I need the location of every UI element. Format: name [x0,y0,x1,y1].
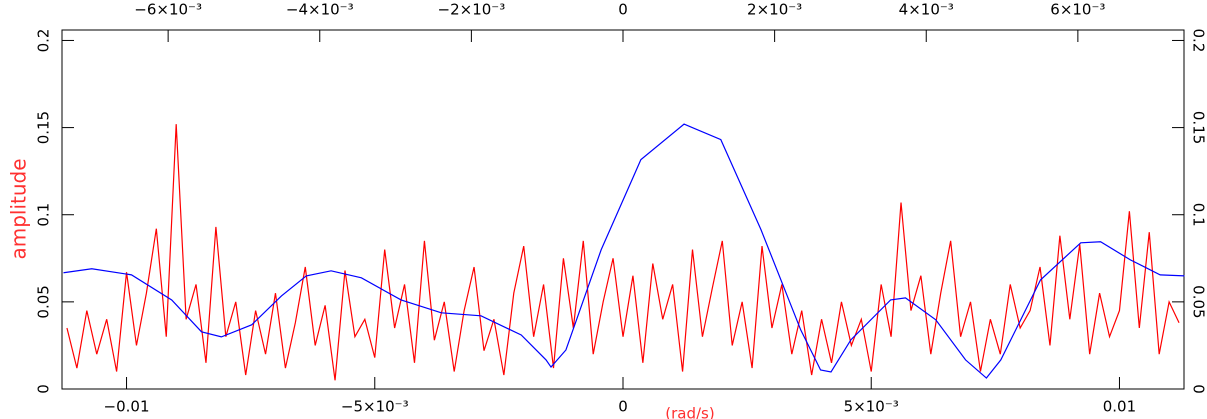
x-axis-label: (rad/s) [665,405,714,419]
y-tick-label-right: 0.2 [1190,29,1207,53]
y-axis-label: amplitude [7,158,31,259]
x-tick-label: −5×10⁻³ [341,398,409,416]
y-tick-label-right: 0.1 [1190,203,1207,227]
y-tick-label-right: 0.05 [1190,285,1207,318]
x2-tick-label: 6×10⁻³ [1050,1,1105,19]
y-tick-label: 0 [35,384,53,394]
series-line [66,124,1180,381]
y-tick-label: 0.15 [35,111,53,144]
y-tick-label-right: 0 [1190,384,1207,394]
y-tick-label: 0.1 [35,203,53,227]
x-tick-label: 0.01 [1103,398,1136,416]
y-tick-label-right: 0.15 [1190,111,1207,144]
x2-tick-label: −2×10⁻³ [438,1,506,19]
x2-tick-label: 0 [618,1,628,19]
x-tick-label: −0.01 [104,398,150,416]
x2-tick-label: 2×10⁻³ [747,1,802,19]
x2-tick-label: −4×10⁻³ [286,1,354,19]
y-tick-label: 0.05 [35,285,53,318]
y-tick-label: 0.2 [35,29,53,53]
x2-tick-label: −6×10⁻³ [134,1,202,19]
x-tick-label: 0 [618,398,628,416]
series-line [63,123,1185,379]
x2-tick-label: 4×10⁻³ [899,1,954,19]
x-tick-label: 5×10⁻³ [844,398,899,416]
